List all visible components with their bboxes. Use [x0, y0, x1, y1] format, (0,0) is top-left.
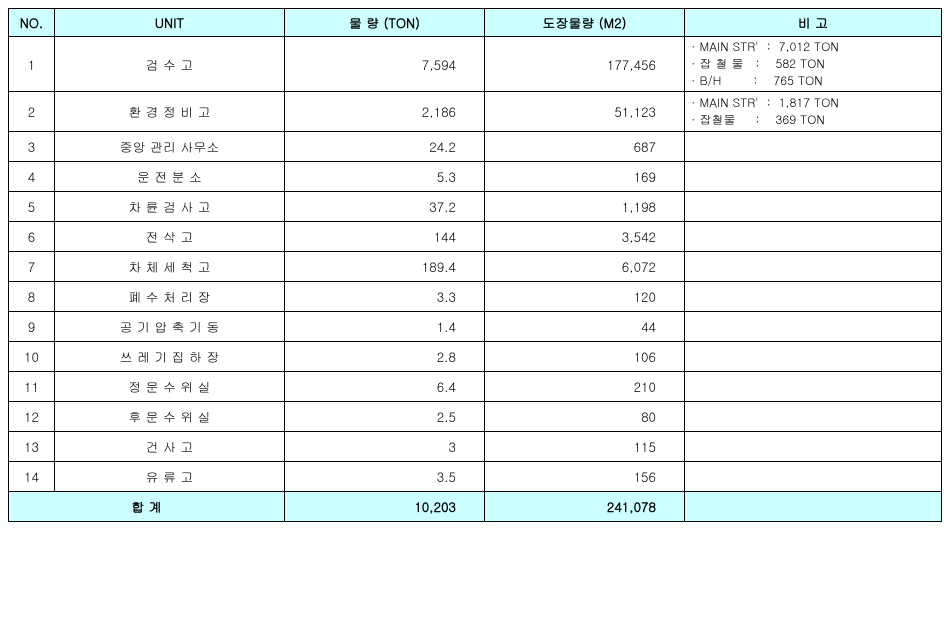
- header-row: NO. UNIT 물 량 (TON) 도장물량 (M2) 비 고: [9, 9, 942, 37]
- cell-unit: 건 사 고: [55, 432, 285, 462]
- table-row: 10쓰 레 기 집 하 장2.8106: [9, 342, 942, 372]
- cell-remark: [685, 192, 942, 222]
- total-paint: 241,078: [485, 492, 685, 522]
- cell-remark: [685, 372, 942, 402]
- cell-no: 7: [9, 252, 55, 282]
- cell-qty: 6.4: [285, 372, 485, 402]
- cell-unit: 전 삭 고: [55, 222, 285, 252]
- cell-paint: 210: [485, 372, 685, 402]
- cell-no: 13: [9, 432, 55, 462]
- cell-unit: 공 기 압 축 기 동: [55, 312, 285, 342]
- cell-qty: 2.5: [285, 402, 485, 432]
- cell-qty: 37.2: [285, 192, 485, 222]
- cell-paint: 51,123: [485, 92, 685, 132]
- cell-remark: [685, 462, 942, 492]
- cell-remark: [685, 162, 942, 192]
- cell-remark: [685, 282, 942, 312]
- total-label: 합 계: [9, 492, 285, 522]
- cell-qty: 189.4: [285, 252, 485, 282]
- quantity-table: NO. UNIT 물 량 (TON) 도장물량 (M2) 비 고 1검 수 고7…: [8, 8, 942, 522]
- header-qty: 물 량 (TON): [285, 9, 485, 37]
- cell-paint: 1,198: [485, 192, 685, 222]
- header-remark: 비 고: [685, 9, 942, 37]
- cell-unit: 차 륜 검 사 고: [55, 192, 285, 222]
- cell-paint: 115: [485, 432, 685, 462]
- table-row: 3중앙 관리 사무소24.2687: [9, 132, 942, 162]
- cell-paint: 169: [485, 162, 685, 192]
- cell-unit: 환 경 정 비 고: [55, 92, 285, 132]
- cell-qty: 144: [285, 222, 485, 252]
- table-row: 12후 문 수 위 실2.580: [9, 402, 942, 432]
- cell-unit: 중앙 관리 사무소: [55, 132, 285, 162]
- cell-unit: 쓰 레 기 집 하 장: [55, 342, 285, 372]
- cell-no: 4: [9, 162, 55, 192]
- cell-paint: 3,542: [485, 222, 685, 252]
- cell-paint: 106: [485, 342, 685, 372]
- table-row: 11정 문 수 위 실6.4210: [9, 372, 942, 402]
- cell-no: 10: [9, 342, 55, 372]
- cell-no: 6: [9, 222, 55, 252]
- cell-qty: 5.3: [285, 162, 485, 192]
- cell-qty: 3.5: [285, 462, 485, 492]
- cell-no: 2: [9, 92, 55, 132]
- cell-paint: 687: [485, 132, 685, 162]
- total-qty: 10,203: [285, 492, 485, 522]
- cell-remark: [685, 432, 942, 462]
- cell-remark: · MAIN STR' : 1,817 TON · 잡철물 : 369 TON: [685, 92, 942, 132]
- cell-unit: 후 문 수 위 실: [55, 402, 285, 432]
- cell-qty: 2.8: [285, 342, 485, 372]
- cell-remark: · MAIN STR' : 7,012 TON · 잡 철 물 : 582 TO…: [685, 37, 942, 92]
- table-row: 14유 류 고3.5156: [9, 462, 942, 492]
- cell-no: 14: [9, 462, 55, 492]
- cell-qty: 1.4: [285, 312, 485, 342]
- table-row: 4운 전 분 소5.3169: [9, 162, 942, 192]
- cell-unit: 유 류 고: [55, 462, 285, 492]
- cell-unit: 운 전 분 소: [55, 162, 285, 192]
- cell-paint: 6,072: [485, 252, 685, 282]
- table-row: 9공 기 압 축 기 동1.444: [9, 312, 942, 342]
- cell-paint: 44: [485, 312, 685, 342]
- cell-remark: [685, 312, 942, 342]
- cell-qty: 24.2: [285, 132, 485, 162]
- total-remark: [685, 492, 942, 522]
- cell-remark: [685, 402, 942, 432]
- cell-qty: 3.3: [285, 282, 485, 312]
- cell-paint: 80: [485, 402, 685, 432]
- cell-no: 5: [9, 192, 55, 222]
- cell-no: 8: [9, 282, 55, 312]
- header-unit: UNIT: [55, 9, 285, 37]
- cell-remark: [685, 222, 942, 252]
- cell-remark: [685, 342, 942, 372]
- table-row: 1검 수 고7,594177,456· MAIN STR' : 7,012 TO…: [9, 37, 942, 92]
- table-row: 6전 삭 고1443,542: [9, 222, 942, 252]
- cell-remark: [685, 252, 942, 282]
- table-row: 5차 륜 검 사 고37.21,198: [9, 192, 942, 222]
- cell-paint: 120: [485, 282, 685, 312]
- table-row: 7차 체 세 척 고189.46,072: [9, 252, 942, 282]
- cell-no: 9: [9, 312, 55, 342]
- table-row: 8폐 수 처 리 장3.3120: [9, 282, 942, 312]
- cell-qty: 3: [285, 432, 485, 462]
- cell-unit: 검 수 고: [55, 37, 285, 92]
- cell-qty: 7,594: [285, 37, 485, 92]
- cell-no: 3: [9, 132, 55, 162]
- cell-paint: 177,456: [485, 37, 685, 92]
- table-row: 2환 경 정 비 고2,18651,123· MAIN STR' : 1,817…: [9, 92, 942, 132]
- cell-no: 1: [9, 37, 55, 92]
- cell-qty: 2,186: [285, 92, 485, 132]
- header-paint: 도장물량 (M2): [485, 9, 685, 37]
- header-no: NO.: [9, 9, 55, 37]
- cell-unit: 차 체 세 척 고: [55, 252, 285, 282]
- total-row: 합 계 10,203 241,078: [9, 492, 942, 522]
- cell-unit: 폐 수 처 리 장: [55, 282, 285, 312]
- cell-no: 11: [9, 372, 55, 402]
- cell-no: 12: [9, 402, 55, 432]
- cell-paint: 156: [485, 462, 685, 492]
- cell-remark: [685, 132, 942, 162]
- table-row: 13건 사 고3115: [9, 432, 942, 462]
- cell-unit: 정 문 수 위 실: [55, 372, 285, 402]
